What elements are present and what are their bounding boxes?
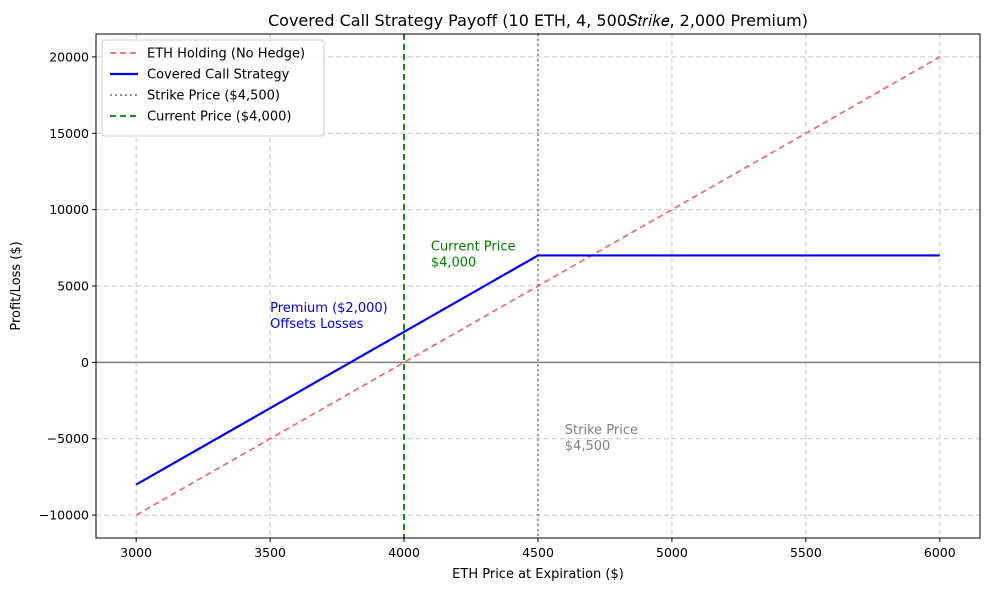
y-tick-label: 15000 <box>49 126 89 141</box>
x-tick-label: 5500 <box>790 545 822 560</box>
annotation-line: $4,000 <box>431 256 477 271</box>
y-tick-label: 0 <box>81 355 89 370</box>
annotation: Strike Price $4,500 <box>565 423 638 454</box>
plot-lines <box>96 34 980 538</box>
y-axis-label: Profit/Loss ($) <box>9 241 24 330</box>
y-tick-label: −10000 <box>39 508 89 523</box>
x-tick-label: 4500 <box>522 545 554 560</box>
x-tick-label: 3500 <box>254 545 286 560</box>
y-tick-label: 10000 <box>49 202 89 217</box>
y-axis-ticks: −10000 −5000 0 5000 10000 15000 20000 <box>39 49 96 523</box>
annotations: Current Price $4,000 Premium ($2,000) Offse… <box>270 240 638 454</box>
legend-label: ETH Holding (No Hedge) <box>147 47 305 62</box>
annotation-line: $4,500 <box>565 439 611 454</box>
chart-title: Covered Call Strategy Payoff (10 ETH, 4,… <box>268 11 808 30</box>
covered-call-series <box>135 254 940 486</box>
legend: ETH Holding (No Hedge) Covered Call Strat… <box>101 39 325 137</box>
x-tick-label: 6000 <box>924 545 956 560</box>
annotation: Current Price $4,000 <box>431 240 516 271</box>
legend-label: Covered Call Strategy <box>147 68 290 83</box>
annotation: Premium ($2,000) Offsets Losses <box>270 301 388 332</box>
eth-holding-series <box>135 56 941 516</box>
x-tick-label: 4000 <box>388 545 420 560</box>
annotation-line: Current Price <box>431 240 516 255</box>
annotation-line: Offsets Losses <box>270 317 363 332</box>
y-tick-label: 5000 <box>57 279 89 294</box>
annotation-line: Strike Price <box>565 423 638 438</box>
legend-label: Strike Price ($4,500) <box>147 89 280 104</box>
annotation-line: Premium ($2,000) <box>270 301 388 316</box>
y-tick-label: 20000 <box>49 49 89 64</box>
x-axis-ticks: 3000 3500 4000 4500 5000 5500 6000 <box>120 538 956 560</box>
x-axis-label: ETH Price at Expiration ($) <box>452 567 624 582</box>
legend-label: Current Price ($4,000) <box>147 110 291 125</box>
x-tick-label: 5000 <box>656 545 688 560</box>
legend-box <box>101 39 325 137</box>
y-tick-label: −5000 <box>47 431 89 446</box>
x-tick-label: 3000 <box>120 545 152 560</box>
